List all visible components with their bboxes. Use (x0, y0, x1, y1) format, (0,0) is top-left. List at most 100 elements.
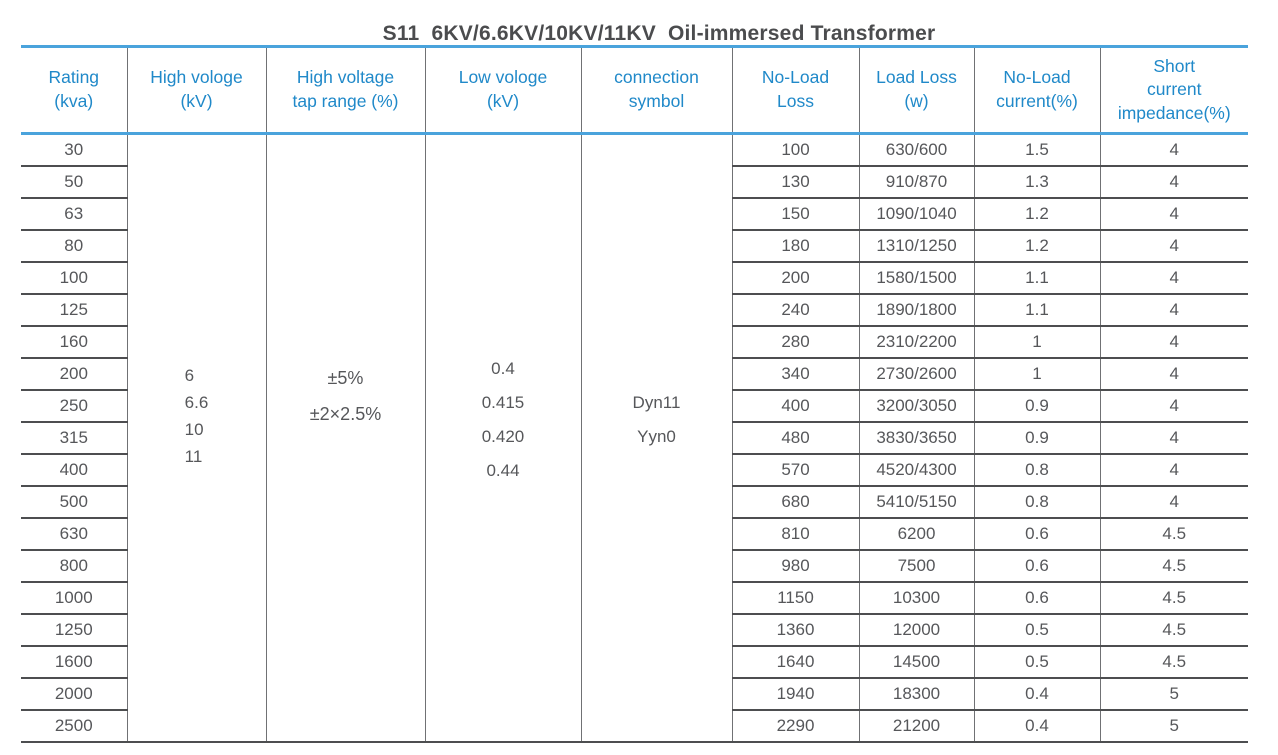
table-row: 2000 1940 18300 0.4 5 (21, 678, 1248, 711)
cell-no-load-current: 1.2 (973, 230, 1100, 263)
cell-rating: 30 (21, 133, 127, 167)
cell-load-loss: 1890/1800 (858, 294, 974, 327)
cell-rating: 80 (21, 230, 127, 263)
cell-no-load-current: 0.5 (973, 614, 1100, 647)
col-header-no-load-current: No-Load current(%) (973, 45, 1100, 135)
cell-no-load-loss: 2290 (731, 710, 859, 743)
cell-short-impedance: 4 (1099, 358, 1248, 391)
cell-no-load-loss: 180 (731, 230, 859, 263)
cell-load-loss: 21200 (858, 710, 974, 743)
col-header-load-loss: Load Loss (w) (858, 45, 974, 135)
cell-load-loss: 1090/1040 (858, 198, 974, 231)
table-row: 160 280 2310/2200 1 4 (21, 326, 1248, 359)
cell-load-loss: 6200 (858, 518, 974, 551)
cell-no-load-loss: 1640 (731, 646, 859, 679)
cell-no-load-current: 0.8 (973, 454, 1100, 487)
table-row: 2500 2290 21200 0.4 5 (21, 710, 1248, 743)
table-row: 500 680 5410/5150 0.8 4 (21, 486, 1248, 519)
table-row: 400 570 4520/4300 0.8 4 (21, 454, 1248, 487)
cell-no-load-loss: 240 (731, 294, 859, 327)
cell-load-loss: 14500 (858, 646, 974, 679)
cell-no-load-current: 0.6 (973, 582, 1100, 615)
merged-cell-connection: Dyn11 Yyn0 (580, 133, 732, 743)
cell-short-impedance: 5 (1099, 710, 1248, 743)
table-row: 1250 1360 12000 0.5 4.5 (21, 614, 1248, 647)
cell-short-impedance: 4 (1099, 230, 1248, 263)
merged-cell-tap-range: ±5% ±2×2.5% (265, 133, 425, 743)
table-row: 315 480 3830/3650 0.9 4 (21, 422, 1248, 455)
cell-no-load-current: 1 (973, 326, 1100, 359)
cell-no-load-loss: 810 (731, 518, 859, 551)
merged-cell-connection-text: Dyn11 Yyn0 (632, 393, 681, 446)
table-row: 800 980 7500 0.6 4.5 (21, 550, 1248, 583)
table-row: 250 400 3200/3050 0.9 4 (21, 390, 1248, 423)
cell-rating: 2000 (21, 678, 127, 711)
col-header-rating: Rating (kva) (21, 45, 127, 135)
table-body: 30 6 6.6 10 11 ±5% ±2×2.5% 0.4 0.415 0.420 … (21, 133, 1248, 743)
cell-no-load-loss: 1360 (731, 614, 859, 647)
cell-short-impedance: 4 (1099, 486, 1248, 519)
col-header-connection: connection symbol (580, 45, 732, 135)
cell-no-load-loss: 570 (731, 454, 859, 487)
cell-rating: 200 (21, 358, 127, 391)
cell-rating: 50 (21, 166, 127, 199)
cell-load-loss: 5410/5150 (858, 486, 974, 519)
cell-rating: 1000 (21, 582, 127, 615)
cell-short-impedance: 4 (1099, 294, 1248, 327)
merged-cell-tap-range-text: ±5% ±2×2.5% (309, 368, 382, 424)
merged-cell-low-voltage-text: 0.4 0.415 0.420 0.44 (481, 359, 525, 480)
cell-no-load-loss: 1940 (731, 678, 859, 711)
cell-no-load-loss: 340 (731, 358, 859, 391)
table-row: 125 240 1890/1800 1.1 4 (21, 294, 1248, 327)
cell-no-load-current: 0.4 (973, 678, 1100, 711)
table-row: 80 180 1310/1250 1.2 4 (21, 230, 1248, 263)
cell-no-load-current: 0.6 (973, 518, 1100, 551)
table-row: 30 6 6.6 10 11 ±5% ±2×2.5% 0.4 0.415 0.420 … (21, 133, 1248, 743)
cell-no-load-loss: 400 (731, 390, 859, 423)
cell-short-impedance: 5 (1099, 678, 1248, 711)
cell-no-load-loss: 200 (731, 262, 859, 295)
cell-short-impedance: 4 (1099, 198, 1248, 231)
table-row: 63 150 1090/1040 1.2 4 (21, 198, 1248, 231)
cell-no-load-current: 0.5 (973, 646, 1100, 679)
cell-rating: 500 (21, 486, 127, 519)
cell-load-loss: 4520/4300 (858, 454, 974, 487)
cell-rating: 160 (21, 326, 127, 359)
table-row: 1000 1150 10300 0.6 4.5 (21, 582, 1248, 615)
cell-short-impedance: 4 (1099, 326, 1248, 359)
cell-short-impedance: 4.5 (1099, 614, 1248, 647)
cell-short-impedance: 4.5 (1099, 582, 1248, 615)
cell-rating: 1250 (21, 614, 127, 647)
cell-short-impedance: 4 (1099, 166, 1248, 199)
cell-no-load-current: 1 (973, 358, 1100, 391)
table-row: 1600 1640 14500 0.5 4.5 (21, 646, 1248, 679)
page-title: S11 6KV/6.6KV/10KV/11KV Oil-immersed Tra… (382, 22, 936, 45)
col-header-no-load-loss: No-Load Loss (731, 45, 859, 135)
cell-no-load-loss: 480 (731, 422, 859, 455)
cell-short-impedance: 4 (1099, 262, 1248, 295)
cell-load-loss: 1580/1500 (858, 262, 974, 295)
cell-load-loss: 18300 (858, 678, 974, 711)
cell-no-load-current: 1.1 (973, 262, 1100, 295)
cell-short-impedance: 4.5 (1099, 646, 1248, 679)
cell-no-load-current: 0.8 (973, 486, 1100, 519)
cell-load-loss: 3200/3050 (858, 390, 974, 423)
merged-cell-high-voltage: 6 6.6 10 11 (126, 133, 266, 743)
cell-load-loss: 3830/3650 (858, 422, 974, 455)
cell-load-loss: 2730/2600 (858, 358, 974, 391)
cell-short-impedance: 4.5 (1099, 518, 1248, 551)
table-row: 100 200 1580/1500 1.1 4 (21, 262, 1248, 295)
cell-rating: 630 (21, 518, 127, 551)
cell-load-loss: 12000 (858, 614, 974, 647)
cell-no-load-loss: 1150 (731, 582, 859, 615)
cell-rating: 100 (21, 262, 127, 295)
cell-short-impedance: 4 (1099, 390, 1248, 423)
cell-no-load-loss: 680 (731, 486, 859, 519)
cell-load-loss: 7500 (858, 550, 974, 583)
merged-cell-high-voltage-text: 6 6.6 10 11 (184, 366, 209, 466)
transformer-spec-table: Rating (kva) High vologe (kV) High volta… (21, 45, 1248, 743)
cell-no-load-current: 0.9 (973, 422, 1100, 455)
cell-rating: 125 (21, 294, 127, 327)
header-row: Rating (kva) High vologe (kV) High volta… (21, 45, 1248, 135)
cell-no-load-loss: 100 (731, 133, 859, 167)
